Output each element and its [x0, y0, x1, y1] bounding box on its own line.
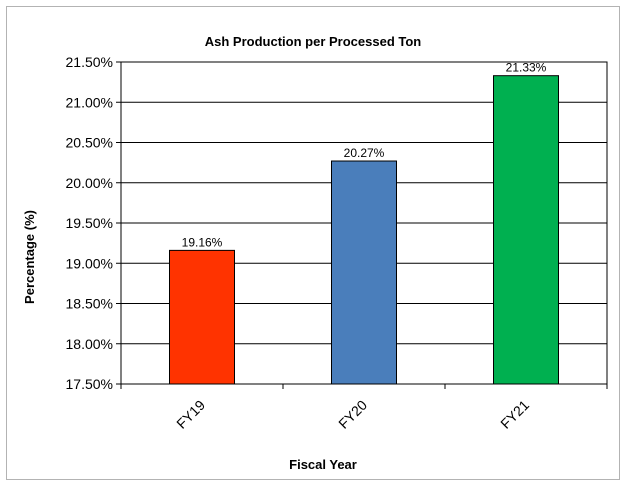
bar-fy20	[331, 160, 397, 385]
data-label: 19.16%	[182, 235, 223, 249]
x-tick-label: FY21	[497, 397, 532, 432]
bar-chart: Ash Production per Processed Ton 19.16% 2…	[22, 34, 608, 472]
y-tick-label: 21.50%	[66, 54, 113, 70]
y-tick-label: 18.00%	[66, 336, 113, 352]
x-tick-label: FY20	[335, 397, 370, 432]
y-tick-label: 17.50%	[66, 376, 113, 392]
bars: 19.16% 20.27% 21.33%	[169, 61, 559, 385]
y-tick-label: 20.00%	[66, 175, 113, 191]
y-tick-label: 18.50%	[66, 296, 113, 312]
y-axis-title: Percentage (%)	[22, 210, 37, 304]
x-axis-ticks: FY19 FY20 FY21	[120, 384, 608, 432]
data-label: 21.33%	[506, 61, 547, 75]
data-label: 20.27%	[344, 146, 385, 160]
chart-frame: Ash Production per Processed Ton 19.16% 2…	[6, 6, 620, 480]
y-tick-label: 19.00%	[66, 255, 113, 271]
y-axis-ticks: 17.50% 18.00% 18.50% 19.00% 19.50% 20.00% 20.5…	[66, 54, 121, 392]
bar-fy21	[493, 75, 559, 385]
chart-title: Ash Production per Processed Ton	[205, 34, 422, 49]
x-axis-title: Fiscal Year	[289, 457, 357, 472]
bar-fy19	[169, 249, 235, 385]
y-tick-label: 21.00%	[66, 94, 113, 110]
x-tick-label: FY19	[173, 397, 208, 432]
y-tick-label: 20.50%	[66, 135, 113, 151]
y-tick-label: 19.50%	[66, 215, 113, 231]
